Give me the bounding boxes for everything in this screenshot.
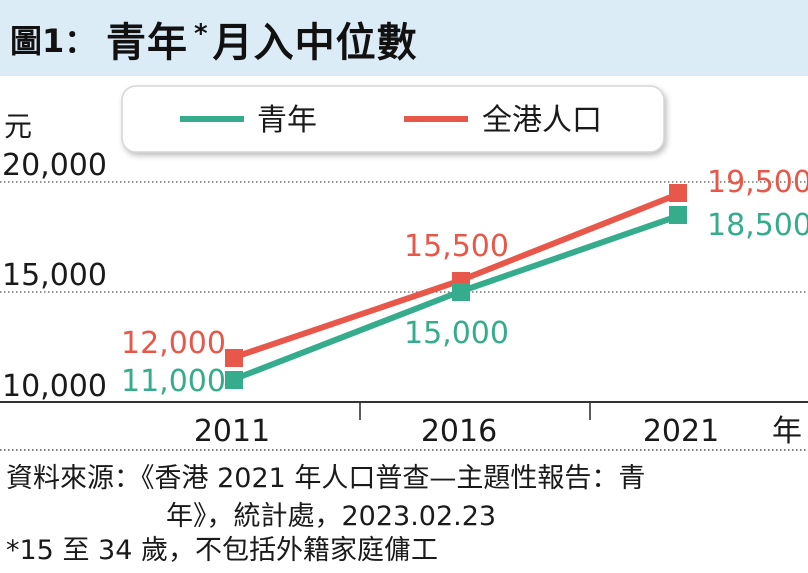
marker-2-2021 xyxy=(669,184,687,202)
marker-1-2021 xyxy=(669,206,687,224)
x-tick-label-2021: 2021 xyxy=(643,414,719,449)
marker-1-2016 xyxy=(452,283,470,301)
figure-number: 圖1： xyxy=(10,22,97,60)
title-asterisk: * xyxy=(194,19,209,49)
legend-label-2: 全港人口 xyxy=(482,103,602,138)
legend: 青年 全港人口 xyxy=(121,85,665,153)
grid-lines xyxy=(0,181,808,293)
title-youth: 青年 xyxy=(106,20,188,66)
data-label-1-2011: 11,000 xyxy=(121,364,226,399)
source-line-1: 資料來源：《香港 2021 年人口普查—主題性報告：青 xyxy=(6,463,646,494)
footnote: *15 至 34 歲，不包括外籍家庭傭工 xyxy=(6,535,438,566)
data-label-2-2011: 12,000 xyxy=(121,326,226,361)
x-axis-unit: 年 xyxy=(772,414,802,449)
series xyxy=(225,184,687,389)
data-label-2-2021: 19,500 xyxy=(707,165,808,200)
data-label-2-2016: 15,500 xyxy=(404,229,509,264)
chart-title: 青年 * 月入中位數 xyxy=(106,10,418,68)
legend-label-1: 青年 xyxy=(257,103,317,138)
x-tick-label-2016: 2016 xyxy=(421,414,497,449)
y-tick-label-10000: 10,000 xyxy=(2,369,107,404)
source-note: 資料來源：《香港 2021 年人口普查—主題性報告：青 年》，統計處，2023.… xyxy=(6,460,806,536)
data-labels: 11,000 15,000 18,500 12,000 15,500 19,500 xyxy=(121,165,808,399)
y-tick-label-20000: 20,000 xyxy=(2,148,107,183)
title-bar: 圖1： 青年 * 月入中位數 xyxy=(0,0,808,76)
title-rest: 月入中位數 xyxy=(212,20,418,66)
data-label-1-2021: 18,500 xyxy=(707,208,808,243)
y-tick-label-15000: 15,000 xyxy=(2,258,107,293)
x-tick-label-2011: 2011 xyxy=(194,414,270,449)
source-line-2: 年》，統計處，2023.02.23 xyxy=(166,501,497,532)
axes: 10,000 15,000 20,000 元 2011 2016 2021 年 xyxy=(0,110,808,451)
marker-1-2011 xyxy=(225,371,243,389)
data-label-1-2016: 15,000 xyxy=(404,316,509,351)
y-axis-unit: 元 xyxy=(4,110,32,143)
marker-2-2011 xyxy=(225,349,243,367)
legend-box xyxy=(121,85,665,153)
